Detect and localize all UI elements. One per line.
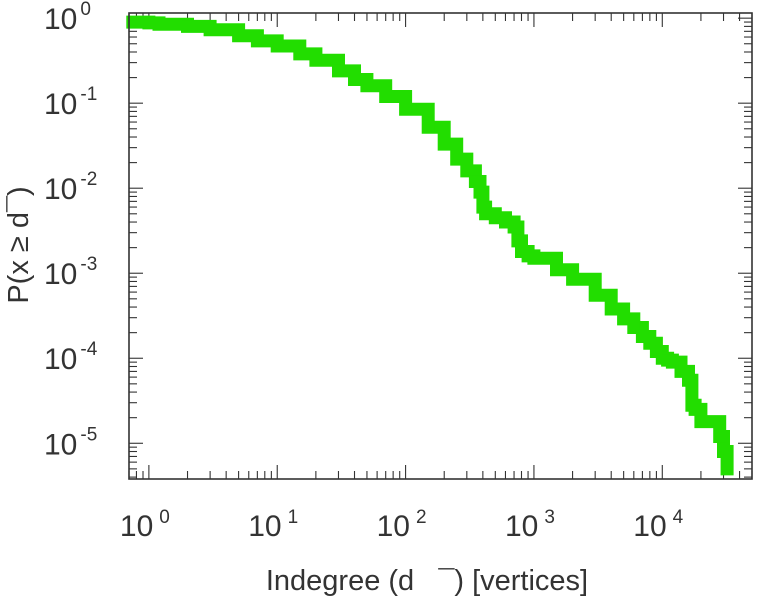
data-point bbox=[511, 234, 524, 247]
data-point bbox=[550, 263, 563, 276]
data-point bbox=[682, 374, 695, 387]
plot-frame bbox=[128, 12, 753, 480]
x-tick-label: 10 0 bbox=[120, 507, 170, 543]
y-tick-label: 10 -1 bbox=[44, 84, 97, 121]
data-point bbox=[460, 164, 473, 177]
data-point bbox=[474, 186, 486, 199]
data-point bbox=[271, 40, 284, 53]
data-point bbox=[126, 16, 139, 29]
data-point bbox=[204, 23, 217, 36]
data-point bbox=[617, 312, 630, 325]
y-tick-label: 10 -4 bbox=[44, 339, 98, 376]
y-axis-label: P(x ≥ d¯) bbox=[3, 186, 35, 303]
data-point bbox=[348, 73, 361, 86]
data-point bbox=[666, 356, 679, 369]
data-point bbox=[627, 321, 640, 334]
x-tick-label: 10 2 bbox=[377, 507, 427, 543]
x-tick-labels: 10 0 10 1 10 2 10 3 10 4 bbox=[120, 507, 684, 543]
series-line bbox=[126, 15, 734, 476]
data-point bbox=[527, 252, 540, 265]
x-tick-label: 10 3 bbox=[505, 507, 555, 543]
y-tick-label: 10 0 bbox=[44, 0, 91, 36]
data-point bbox=[713, 430, 726, 443]
y-tick-label: 10 -3 bbox=[44, 254, 97, 291]
data-point bbox=[589, 289, 602, 302]
data-point bbox=[717, 445, 730, 458]
data-point bbox=[689, 403, 702, 416]
axis-ticks bbox=[128, 13, 753, 479]
data-point bbox=[153, 18, 166, 31]
data-point bbox=[309, 54, 322, 67]
y-tick-label: 10 -5 bbox=[44, 424, 97, 461]
data-point bbox=[181, 20, 194, 33]
data-point bbox=[489, 211, 502, 224]
data-point bbox=[566, 273, 579, 286]
data-point bbox=[479, 207, 492, 220]
data-point bbox=[422, 121, 435, 134]
data-point bbox=[360, 79, 373, 92]
data-series bbox=[126, 15, 734, 476]
data-point bbox=[293, 47, 306, 60]
data-point bbox=[399, 103, 412, 116]
data-point bbox=[251, 34, 264, 47]
data-point bbox=[142, 16, 155, 29]
data-point bbox=[332, 64, 345, 77]
data-point bbox=[508, 220, 521, 233]
data-point bbox=[438, 138, 451, 151]
x-axis-label: Indegree (d ¯) [vertices] bbox=[266, 565, 588, 597]
data-point bbox=[450, 153, 463, 166]
data-point bbox=[469, 175, 482, 188]
data-point bbox=[707, 415, 720, 428]
y-tick-label: 10 -2 bbox=[44, 169, 97, 206]
data-point bbox=[232, 29, 245, 42]
data-point bbox=[605, 302, 618, 315]
data-point bbox=[379, 90, 392, 103]
data-point bbox=[721, 462, 734, 475]
x-tick-label: 10 4 bbox=[633, 507, 683, 543]
x-tick-label: 10 1 bbox=[248, 507, 298, 543]
data-point bbox=[694, 415, 707, 428]
